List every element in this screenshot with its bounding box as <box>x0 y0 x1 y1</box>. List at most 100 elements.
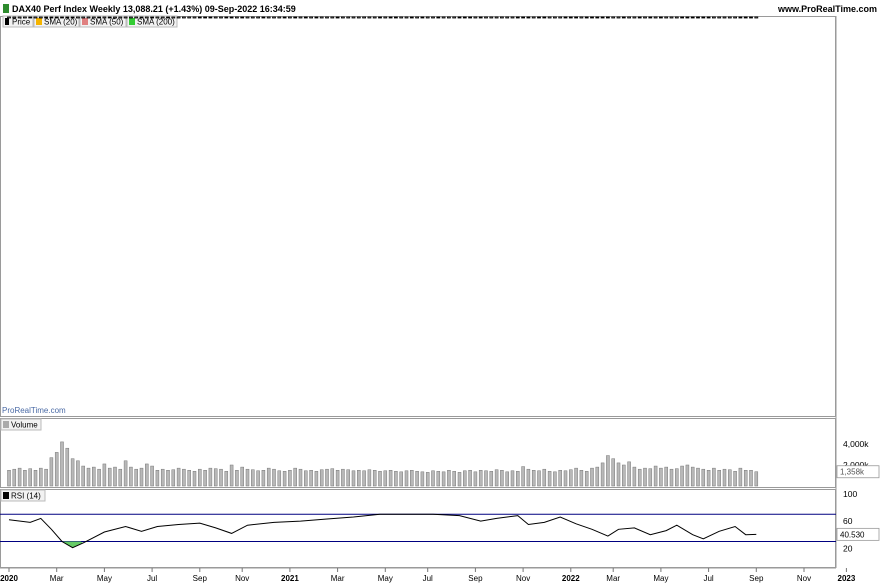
candle-body <box>287 16 292 19</box>
volume-bar <box>743 470 748 487</box>
candle <box>272 16 276 19</box>
volume-bar <box>696 467 700 487</box>
volume-bar <box>171 469 176 487</box>
volume-bar <box>558 470 562 487</box>
volume-bar <box>12 468 17 487</box>
candle <box>28 16 33 19</box>
candle-body <box>606 16 610 19</box>
candle-body <box>462 16 467 19</box>
candle <box>558 16 563 19</box>
candle <box>590 16 594 19</box>
candle <box>282 16 287 19</box>
candle <box>155 16 160 19</box>
volume-bar <box>123 460 128 487</box>
volume-bar <box>23 470 27 487</box>
volume-bar <box>643 467 647 487</box>
volume-bar <box>182 468 186 487</box>
volume-bar <box>452 471 456 487</box>
candle <box>245 16 250 19</box>
volume-bar <box>622 464 626 487</box>
candle <box>240 16 245 19</box>
volume-bar <box>298 468 303 487</box>
candle <box>754 16 759 19</box>
volume-bar <box>394 471 398 487</box>
volume-bar <box>484 470 488 487</box>
candle <box>219 16 223 19</box>
candle <box>22 16 27 19</box>
candle-body <box>303 16 308 19</box>
candle <box>441 16 446 19</box>
candle <box>457 16 462 19</box>
candle-body <box>436 16 441 19</box>
rsi-tick-label: 60 <box>843 516 853 526</box>
rsi-badge-text: 40.530 <box>840 530 865 539</box>
candle-body <box>712 16 716 19</box>
candle-body <box>134 16 139 19</box>
candle <box>669 16 674 19</box>
candle-body <box>118 16 123 19</box>
candle <box>473 16 478 19</box>
volume-bar <box>272 468 276 487</box>
candle <box>685 16 690 19</box>
candle <box>356 16 361 19</box>
volume-bar <box>441 471 446 487</box>
candle-body <box>176 16 181 19</box>
candle <box>425 16 430 19</box>
candle <box>38 16 43 19</box>
candle-body <box>690 16 695 19</box>
candle-body <box>139 16 144 19</box>
volume-bar <box>28 468 32 487</box>
candle <box>192 16 197 19</box>
x-tick-label: May <box>653 574 668 583</box>
candle <box>409 16 414 19</box>
candle-body <box>743 16 748 19</box>
sma50-legend: SMA (50) <box>79 15 127 28</box>
candle-body <box>537 16 541 19</box>
candle-body <box>38 16 43 19</box>
candle <box>531 16 536 19</box>
candle <box>261 16 266 19</box>
volume-bar <box>256 470 260 487</box>
volume-bar <box>314 471 319 487</box>
volume-bar <box>648 468 653 487</box>
candle-body <box>600 16 605 19</box>
candle-body <box>547 16 552 19</box>
candle-body <box>60 16 64 19</box>
volume-bar <box>468 470 472 487</box>
volume-bar <box>145 463 149 487</box>
rsi-badge-box <box>836 527 880 541</box>
x-tick-label: Nov <box>235 574 249 583</box>
candle <box>420 16 425 19</box>
volume-bar <box>293 467 297 487</box>
volume-legend: Volume <box>0 418 42 431</box>
candle <box>54 16 59 19</box>
candle-body <box>150 16 155 19</box>
candle <box>362 16 367 19</box>
candle-body <box>473 16 478 19</box>
volume-bar <box>224 471 229 487</box>
volume-bar <box>611 458 615 487</box>
candle <box>224 16 229 19</box>
candle <box>123 16 128 19</box>
candle <box>706 16 711 19</box>
candle <box>250 16 255 19</box>
candle-body <box>457 16 462 19</box>
candle-body <box>203 16 208 19</box>
candle-body <box>611 16 616 19</box>
volume-bar <box>664 466 668 487</box>
candle <box>12 16 17 19</box>
brand-name[interactable]: www.ProRealTime.com <box>777 4 877 14</box>
candle <box>118 16 123 19</box>
candle-body <box>367 16 372 19</box>
volume-bar <box>44 468 48 487</box>
candle-body <box>166 16 170 19</box>
candle-body <box>749 16 753 19</box>
volume-bar <box>304 470 308 487</box>
volume-bars <box>7 441 759 487</box>
volume-bar <box>616 462 621 487</box>
candle <box>743 16 748 19</box>
candle <box>415 16 420 19</box>
sma20-legend-label: SMA (20) <box>44 18 78 27</box>
candle-body <box>319 16 324 19</box>
candle-body <box>478 16 483 19</box>
